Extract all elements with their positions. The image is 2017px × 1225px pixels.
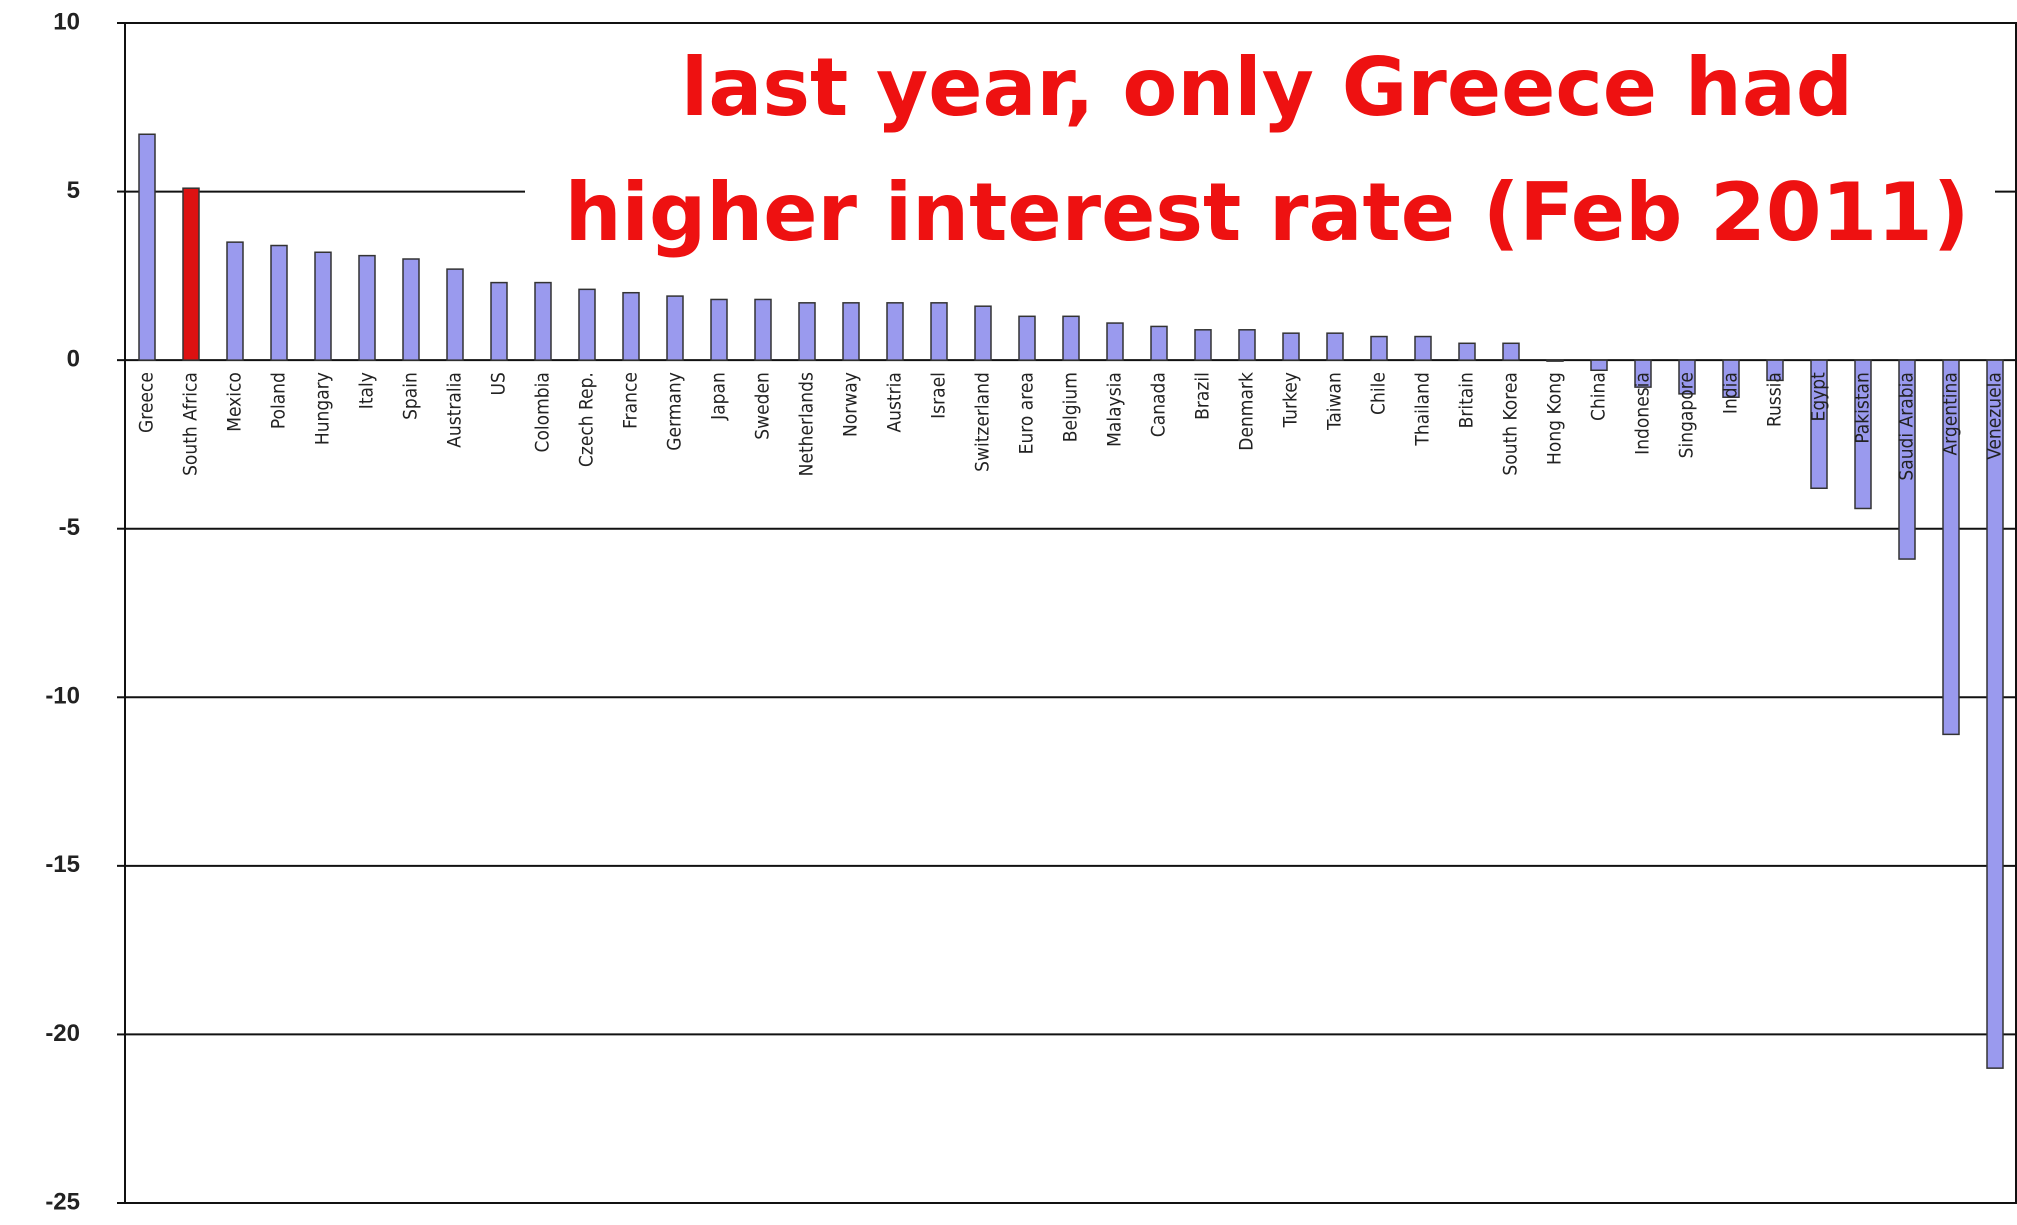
bar	[1766, 359, 1784, 382]
bar	[1414, 335, 1432, 361]
bar	[1062, 315, 1080, 361]
bar	[1326, 332, 1344, 361]
bar	[1810, 359, 1828, 490]
x-tick-label: Taiwan	[1324, 372, 1346, 431]
bar	[182, 187, 200, 361]
x-tick-label: Chile	[1368, 372, 1390, 415]
x-tick-label: Netherlands	[796, 372, 818, 476]
x-tick-label: South Africa	[180, 372, 202, 476]
bar	[138, 133, 156, 361]
title-background	[525, 40, 1995, 270]
bar	[1194, 329, 1212, 361]
bar	[710, 298, 728, 361]
bar	[1722, 359, 1740, 398]
bar	[1458, 342, 1476, 361]
x-tick-label: Greece	[136, 372, 158, 433]
x-tick-label: South Korea	[1500, 372, 1522, 475]
x-tick-label: Euro area	[1016, 372, 1038, 454]
x-tick-label: France	[620, 372, 642, 429]
bar	[534, 281, 552, 361]
x-tick-label: Britain	[1456, 372, 1478, 428]
x-tick-label: Egypt	[1808, 372, 1830, 422]
bar	[1942, 359, 1960, 736]
x-tick-label: Pakistan	[1852, 372, 1874, 444]
y-tick-label: -25	[45, 1188, 80, 1215]
x-tick-label: Mexico	[224, 372, 246, 432]
bar	[1590, 359, 1608, 372]
bar	[754, 298, 772, 361]
bar	[314, 251, 332, 361]
bar	[886, 302, 904, 361]
x-tick-label: Belgium	[1060, 372, 1082, 442]
x-tick-label: Thailand	[1412, 372, 1434, 446]
bar	[1854, 359, 1872, 510]
bar	[490, 281, 508, 361]
x-tick-label: Israel	[928, 372, 950, 419]
bar	[930, 302, 948, 361]
y-tick-label: 10	[53, 8, 80, 35]
bar	[578, 288, 596, 361]
x-tick-label: Saudi Arabia	[1896, 372, 1918, 480]
bar	[1986, 359, 2004, 1069]
bar	[1106, 322, 1124, 361]
x-tick-label: Italy	[356, 372, 378, 409]
x-tick-label: Poland	[268, 372, 290, 429]
bar	[1150, 325, 1168, 361]
x-tick-label: Indonesia	[1632, 372, 1654, 455]
x-tick-label: Malaysia	[1104, 372, 1126, 447]
x-tick-label: Singapore	[1676, 372, 1698, 458]
bar	[1678, 359, 1696, 395]
bar	[666, 295, 684, 361]
bar	[622, 291, 640, 361]
bar	[1238, 329, 1256, 361]
bar	[226, 241, 244, 361]
bar	[974, 305, 992, 361]
x-tick-label: Russia	[1764, 372, 1786, 427]
x-tick-label: Turkey	[1280, 372, 1302, 428]
chart-title: last year, only Greece had	[681, 41, 1853, 134]
x-tick-label: Australia	[444, 372, 466, 448]
x-tick-label: Czech Rep.	[576, 372, 598, 467]
bar	[842, 302, 860, 361]
bar	[1634, 359, 1652, 388]
bar	[358, 254, 376, 361]
x-tick-label: Hungary	[312, 372, 334, 445]
y-tick-label: -20	[45, 1020, 80, 1047]
bar	[270, 244, 288, 361]
x-tick-label: Germany	[664, 372, 686, 451]
x-tick-label: Brazil	[1192, 372, 1214, 420]
x-tick-label: Switzerland	[972, 372, 994, 472]
x-tick-label: Denmark	[1236, 372, 1258, 451]
x-tick-label: Canada	[1148, 372, 1170, 437]
x-tick-label: Norway	[840, 372, 862, 437]
bar	[1546, 359, 1564, 362]
x-tick-label: Japan	[708, 372, 730, 421]
chart-title: higher interest rate (Feb 2011)	[565, 166, 1970, 259]
x-tick-label: Venezuela	[1984, 372, 2006, 460]
bar	[798, 302, 816, 361]
bar	[1282, 332, 1300, 361]
bar	[1018, 315, 1036, 361]
bar	[1370, 335, 1388, 361]
x-tick-label: Sweden	[752, 372, 774, 440]
y-tick-label: -10	[45, 683, 80, 710]
x-tick-label: India	[1720, 372, 1742, 414]
bar	[1502, 342, 1520, 361]
y-tick-label: -15	[45, 851, 80, 878]
x-tick-label: China	[1588, 372, 1610, 421]
x-tick-label: Spain	[400, 372, 422, 420]
x-tick-label: Colombia	[532, 372, 554, 452]
x-tick-label: Argentina	[1940, 372, 1962, 455]
x-tick-label: Hong Kong	[1544, 372, 1566, 465]
y-tick-label: -5	[59, 514, 80, 541]
bar	[1898, 359, 1916, 560]
x-tick-label: Austria	[884, 372, 906, 432]
x-tick-label: US	[488, 372, 510, 395]
y-tick-label: 5	[67, 177, 80, 204]
bar	[402, 258, 420, 361]
bar	[446, 268, 464, 361]
y-tick-label: 0	[67, 345, 80, 372]
